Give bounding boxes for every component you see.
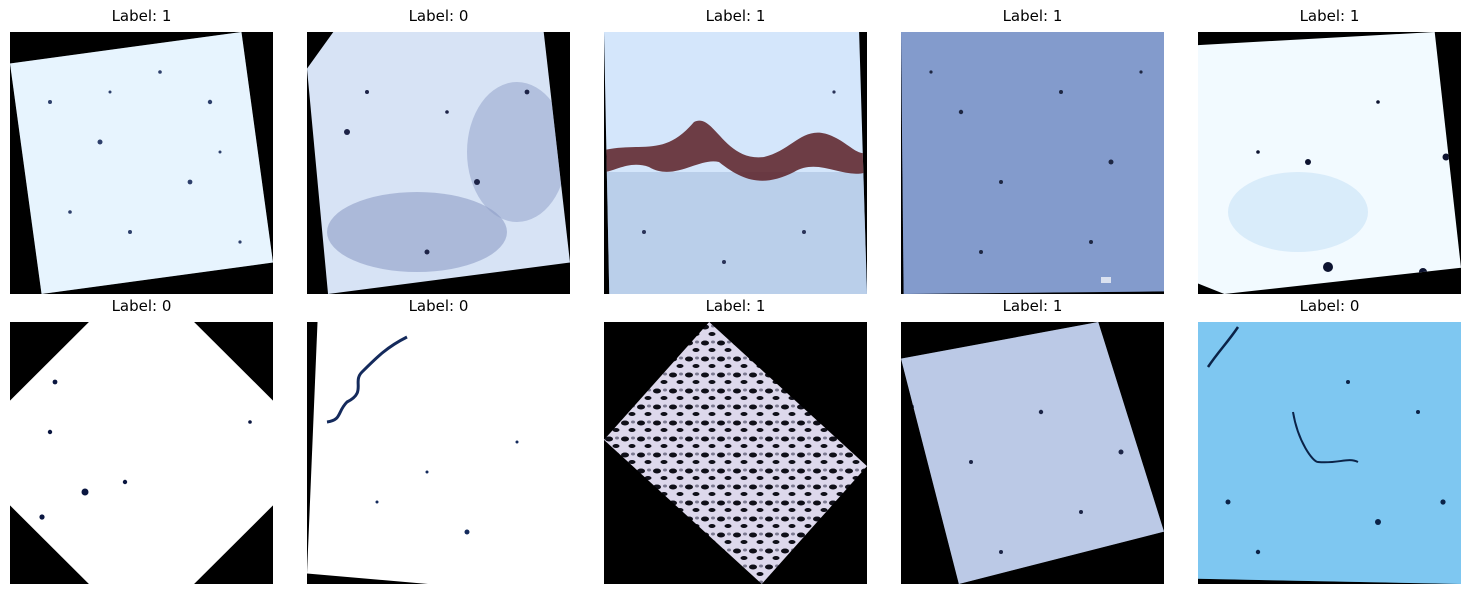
texture-image <box>307 322 570 584</box>
texture-image <box>10 322 273 584</box>
panel-image <box>307 32 570 294</box>
texture-image <box>901 32 1164 294</box>
panel-image <box>901 32 1164 294</box>
panel-image <box>604 32 867 294</box>
panel-image <box>1198 322 1461 584</box>
panel-image <box>307 322 570 584</box>
surface-texture <box>901 32 1164 294</box>
panel-title: Label: 0 <box>408 297 469 315</box>
panel-title: Label: 1 <box>1002 7 1063 25</box>
panel-title: Label: 1 <box>705 7 766 25</box>
panel-image <box>10 322 273 584</box>
surface-texture <box>307 322 570 584</box>
surface-texture <box>604 322 867 584</box>
panel-title: Label: 0 <box>1299 297 1360 315</box>
surface-texture <box>10 32 273 294</box>
texture-image <box>1198 32 1461 294</box>
surface-texture <box>307 32 570 294</box>
panel-title: Label: 0 <box>408 7 469 25</box>
texture-image <box>1198 322 1461 584</box>
panel-title: Label: 1 <box>1299 7 1360 25</box>
surface-texture <box>1198 322 1461 584</box>
texture-image <box>604 322 867 584</box>
panel-image <box>604 322 867 584</box>
panel-title: Label: 1 <box>705 297 766 315</box>
panel-image <box>901 322 1164 584</box>
texture-image <box>307 32 570 294</box>
surface-texture <box>604 32 867 294</box>
panel-image <box>10 32 273 294</box>
panel-title: Label: 1 <box>111 7 172 25</box>
surface-texture <box>901 322 1164 584</box>
panel-title: Label: 1 <box>1002 297 1063 315</box>
panel-title: Label: 0 <box>111 297 172 315</box>
surface-texture <box>10 322 273 584</box>
texture-image <box>10 32 273 294</box>
panel-image <box>1198 32 1461 294</box>
texture-image <box>604 32 867 294</box>
surface-texture <box>1198 32 1461 294</box>
texture-image <box>901 322 1164 584</box>
